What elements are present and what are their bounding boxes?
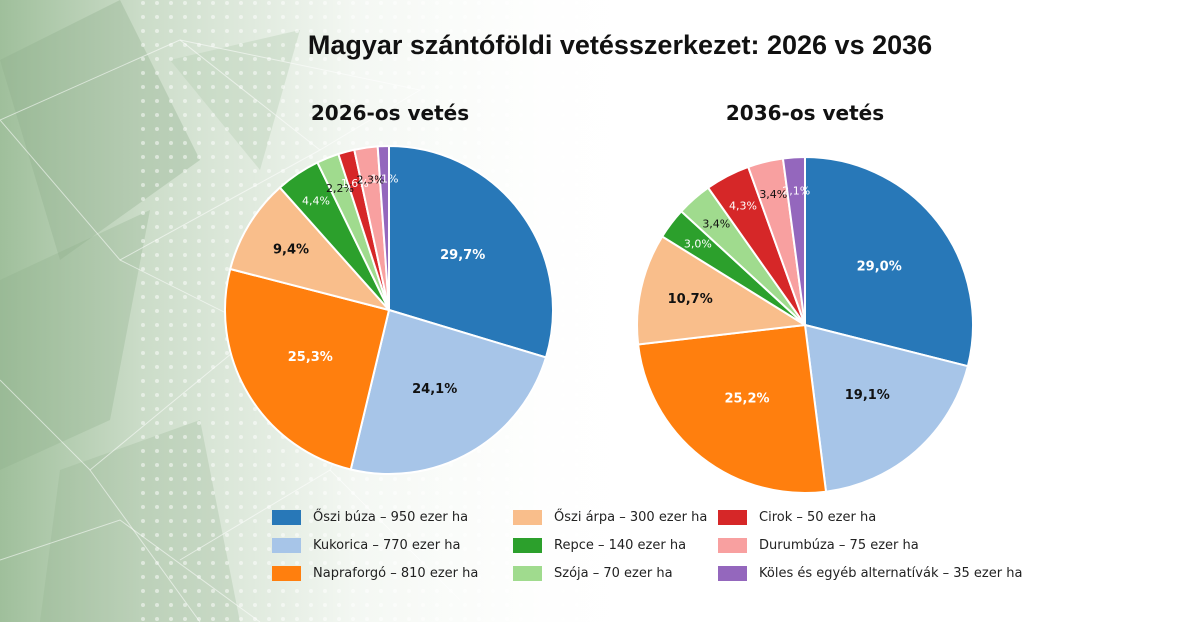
legend-label: Őszi búza – 950 ezer ha [313, 509, 469, 525]
legend-item: Napraforgó – 810 ezer ha [272, 563, 478, 583]
pie-2026-slice-3 [224, 267, 391, 471]
pie-2026: 29,7% 24,1% 25,3% 9,4% 4,4%2,2%1,6%2,3%1,1% [224, 144, 554, 475]
legend-swatch [513, 509, 542, 525]
pie-2026-label-8: 2,3% [357, 174, 385, 187]
pie-2026-label-1: 29,7% [440, 248, 485, 263]
legend-item: Őszi árpa – 300 ezer ha [513, 507, 707, 527]
pie-2036-label-6: 3,4% [702, 218, 730, 231]
pie-2036-label-1: 29,0% [857, 260, 902, 275]
pie-2026-slice-2 [349, 308, 548, 475]
pie-2026-label-2: 24,1% [412, 382, 457, 397]
pie-2036-slice-9 [781, 155, 806, 326]
legend-swatch [513, 537, 542, 553]
pie-2036-slice-4 [636, 235, 808, 346]
pie-2026-slice-1 [388, 144, 554, 359]
legend-swatch [718, 509, 747, 525]
legend-item: Durumbúza – 75 ezer ha [718, 535, 919, 555]
pie-2026-label-4: 9,4% [273, 243, 309, 258]
pie-2036: 29,0%19,1%25,2%10,7%3,0%3,4%4,3%3,4%2,1% [636, 155, 974, 494]
pie-2026-slice-9 [376, 144, 390, 311]
pie-2036-label-7: 4,3% [729, 199, 757, 212]
main-title: Magyar szántóföldi vetésszerkezet: 2026 … [307, 30, 933, 60]
pie-2026-slice-4 [228, 186, 392, 312]
pie-title-2036: 2036-os vetés [725, 101, 885, 125]
legend-item: Repce – 140 ezer ha [513, 535, 686, 555]
legend-item: Őszi búza – 950 ezer ha [272, 507, 468, 527]
legend-swatch [718, 565, 747, 581]
legend-item: Szója – 70 ezer ha [513, 563, 673, 583]
pie-title-2026: 2026-os vetés [310, 101, 470, 125]
legend-item: Köles és egyéb alternatívák – 35 ezer ha [718, 563, 1022, 583]
legend-label: Repce – 140 ezer ha [554, 537, 687, 553]
legend-label: Napraforgó – 810 ezer ha [313, 565, 479, 581]
pie-2036-slice-3 [637, 323, 828, 494]
legend-item: Cirok – 50 ezer ha [718, 507, 876, 527]
pie-2026-label-5: 4,4% [302, 195, 330, 208]
pie-2036-slice-2 [803, 323, 970, 493]
pie-2036-label-9: 2,1% [782, 184, 810, 197]
pie-2036-label-3: 25,2% [724, 392, 769, 407]
legend-label: Őszi árpa – 300 ezer ha [554, 509, 708, 525]
legend-swatch [272, 565, 301, 581]
legend-label: Cirok – 50 ezer ha [759, 509, 877, 525]
pie-2026-label-7: 1,6% [341, 177, 369, 190]
legend-swatch [272, 537, 301, 553]
legend-label: Szója – 70 ezer ha [554, 565, 673, 581]
pie-2036-label-5: 3,0% [684, 237, 712, 250]
pie-2036-label-2: 19,1% [845, 388, 890, 403]
pie-2036-label-8: 3,4% [759, 188, 787, 201]
legend-label: Kukorica – 770 ezer ha [313, 537, 461, 553]
pie-2026-label-3: 25,3% [288, 350, 333, 365]
pie-2036-slice-1 [804, 155, 974, 368]
legend-label: Köles és egyéb alternatívák – 35 ezer ha [759, 565, 1023, 581]
legend-swatch [513, 565, 542, 581]
legend-label: Durumbúza – 75 ezer ha [759, 537, 919, 553]
pie-2036-label-4: 10,7% [668, 292, 713, 307]
pie-2026-label-6: 2,2% [326, 182, 354, 195]
legend-item: Kukorica – 770 ezer ha [272, 535, 460, 555]
pie-2026-label-9: 1,1% [371, 172, 399, 185]
legend-swatch [718, 537, 747, 553]
legend-swatch [272, 509, 301, 525]
